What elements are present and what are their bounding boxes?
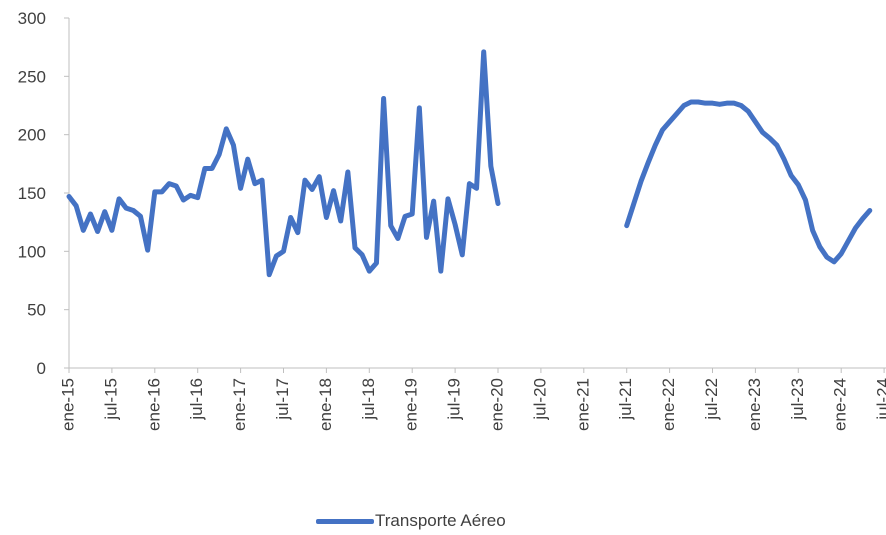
x-tick-label: jul-19 [445,378,464,421]
x-tick-label: ene-21 [573,378,592,431]
x-tick-label: ene-19 [402,378,421,431]
x-tick-label: ene-24 [831,378,850,431]
series-lines [66,49,873,278]
x-tick-label: jul-18 [359,378,378,421]
x-tick-label: jul-23 [788,378,807,421]
x-tick-label: jul-16 [187,378,206,421]
y-tick-label: 50 [27,301,46,320]
x-tick-label: ene-17 [230,378,249,431]
x-tick-label: ene-23 [745,378,764,431]
x-tick-label: jul-20 [530,378,549,421]
y-tick-label: 200 [18,126,46,145]
y-tick-label: 150 [18,184,46,203]
legend-label: Transporte Aéreo [375,511,506,530]
x-tick-label: jul-22 [702,378,721,421]
y-tick-label: 250 [18,67,46,86]
y-tick-label: 0 [37,359,46,378]
series-line-segment [66,49,501,278]
x-tick-label: ene-18 [316,378,335,431]
x-tick-label: ene-15 [58,378,77,431]
y-tick-label: 100 [18,242,46,261]
x-tick-label: ene-22 [659,378,678,431]
x-tick-label: jul-24 [874,378,886,421]
series-line-segment [624,99,873,265]
y-axis-ticks: 0 50 100 150 200 250 300 [18,9,69,378]
x-axis-ticks: ene-15 jul-15 ene-16 jul-16 ene-17 jul-17 ene-… [58,368,886,431]
legend-swatch [316,518,374,524]
legend: Transporte Aéreo [316,511,506,531]
y-tick-label: 300 [18,9,46,28]
x-tick-label: ene-16 [144,378,163,431]
x-tick-label: jul-21 [616,378,635,421]
x-tick-label: jul-17 [273,378,292,421]
x-tick-label: ene-20 [487,378,506,431]
x-tick-label: jul-15 [101,378,120,421]
